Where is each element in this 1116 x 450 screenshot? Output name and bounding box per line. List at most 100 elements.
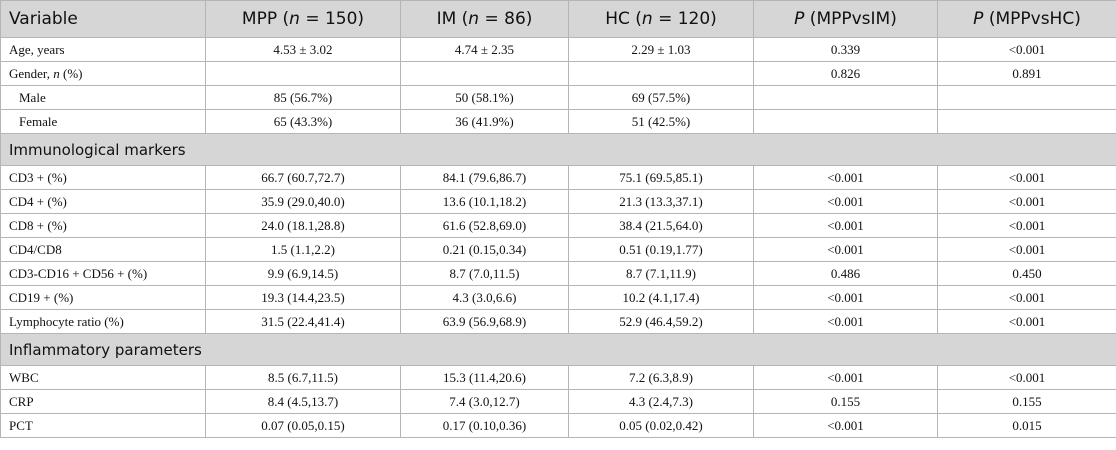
table-row: Gender, n (%) 0.826 0.891 (0, 61, 1116, 86)
header-cell: IM (n = 86) (400, 0, 569, 38)
table-cell: 38.4 (21.5,64.0) (568, 213, 754, 238)
table-cell (937, 109, 1116, 134)
table-cell (400, 61, 569, 86)
header-cell: P (MPPvsIM) (753, 0, 938, 38)
table-cell: <0.001 (753, 285, 938, 310)
table-cell: <0.001 (753, 189, 938, 214)
table-cell: Male (0, 85, 206, 110)
table-cell: 0.891 (937, 61, 1116, 86)
text-segment: n (468, 9, 480, 29)
table-cell: <0.001 (753, 237, 938, 262)
table-cell: Gender, n (%) (0, 61, 206, 86)
table-cell: <0.001 (937, 189, 1116, 214)
table-cell: 4.53 ± 3.02 (205, 37, 401, 62)
table-row: CD3-CD16 + CD56 + (%) 9.9 (6.9,14.5) 8.7 (… (0, 261, 1116, 286)
text-segment: MPP ( (241, 9, 290, 29)
text-segment: (%) (59, 65, 83, 81)
text-segment: n (641, 9, 653, 29)
table-cell: 21.3 (13.3,37.1) (568, 189, 754, 214)
section-label: Immunological markers (0, 133, 1116, 166)
table-cell: <0.001 (937, 365, 1116, 390)
table-cell: 35.9 (29.0,40.0) (205, 189, 401, 214)
table-cell: 0.826 (753, 61, 938, 86)
table-cell: 63.9 (56.9,68.9) (400, 309, 569, 334)
table-cell: CD8 + (%) (0, 213, 206, 238)
table-cell: 50 (58.1%) (400, 85, 569, 110)
table-cell (205, 61, 401, 86)
table-row: PCT 0.07 (0.05,0.15) 0.17 (0.10,0.36) 0.05 … (0, 413, 1116, 438)
table-cell: 0.450 (937, 261, 1116, 286)
section-row: Immunological markers (0, 133, 1116, 166)
table-row: CD4/CD8 1.5 (1.1,2.2) 0.21 (0.15,0.34) 0.51… (0, 237, 1116, 262)
table-cell: 36 (41.9%) (400, 109, 569, 134)
table-row: CD4 + (%) 35.9 (29.0,40.0) 13.6 (10.1,18.2… (0, 189, 1116, 214)
section-row: Inflammatory parameters (0, 333, 1116, 366)
table-cell: 2.29 ± 1.03 (568, 37, 754, 62)
table-cell (568, 61, 754, 86)
header-cell: Variable (0, 0, 206, 38)
table-cell: 0.015 (937, 413, 1116, 438)
table-row: Age, years 4.53 ± 3.02 4.74 ± 2.35 2.29 ± 1… (0, 37, 1116, 62)
table-cell: 0.05 (0.02,0.42) (568, 413, 754, 438)
table-cell: <0.001 (937, 237, 1116, 262)
table-cell: PCT (0, 413, 206, 438)
table-cell: 65 (43.3%) (205, 109, 401, 134)
table-cell: 85 (56.7%) (205, 85, 401, 110)
text-segment: n (289, 9, 300, 29)
table-cell: <0.001 (937, 165, 1116, 190)
table-cell: <0.001 (753, 413, 938, 438)
table-cell: 66.7 (60.7,72.7) (205, 165, 401, 190)
table-row: CRP 8.4 (4.5,13.7) 7.4 (3.0,12.7) 4.3 (2.4,… (0, 389, 1116, 414)
text-segment: = 150) (299, 9, 365, 29)
table-cell: 9.9 (6.9,14.5) (205, 261, 401, 286)
table-cell: 24.0 (18.1,28.8) (205, 213, 401, 238)
table-cell (753, 109, 938, 134)
table-cell: 4.3 (3.0,6.6) (400, 285, 569, 310)
table-cell: 0.21 (0.15,0.34) (400, 237, 569, 262)
table-cell: 0.486 (753, 261, 938, 286)
table-row: CD19 + (%) 19.3 (14.4,23.5) 4.3 (3.0,6.6) 1… (0, 285, 1116, 310)
text-segment: Gender, (9, 65, 54, 81)
table-cell: Lymphocyte ratio (%) (0, 309, 206, 334)
table-cell: WBC (0, 365, 206, 390)
table-cell: 75.1 (69.5,85.1) (568, 165, 754, 190)
text-segment: n (53, 65, 60, 81)
table-cell: 8.4 (4.5,13.7) (205, 389, 401, 414)
table-cell: 69 (57.5%) (568, 85, 754, 110)
table-row: Female 65 (43.3%) 36 (41.9%) 51 (42.5%) (0, 109, 1116, 134)
table-body: Age, years 4.53 ± 3.02 4.74 ± 2.35 2.29 ± 1… (0, 37, 1116, 438)
table-cell: 84.1 (79.6,86.7) (400, 165, 569, 190)
table-cell: 10.2 (4.1,17.4) (568, 285, 754, 310)
table-cell: 31.5 (22.4,41.4) (205, 309, 401, 334)
text-segment: IM ( (436, 9, 469, 29)
section-label: Inflammatory parameters (0, 333, 1116, 366)
table-cell: 0.17 (0.10,0.36) (400, 413, 569, 438)
table-cell: 19.3 (14.4,23.5) (205, 285, 401, 310)
text-segment: P (973, 9, 984, 29)
table-cell: <0.001 (753, 309, 938, 334)
table-cell: 51 (42.5%) (568, 109, 754, 134)
table-cell: 13.6 (10.1,18.2) (400, 189, 569, 214)
table-cell: CD19 + (%) (0, 285, 206, 310)
text-segment: (MPPvsIM) (804, 9, 897, 29)
table-cell: Female (0, 109, 206, 134)
text-segment: (MPPvsHC) (983, 9, 1081, 29)
table-cell: 4.3 (2.4,7.3) (568, 389, 754, 414)
table-row: CD8 + (%) 24.0 (18.1,28.8) 61.6 (52.8,69.0… (0, 213, 1116, 238)
table-cell: CD4 + (%) (0, 189, 206, 214)
table-cell: 0.339 (753, 37, 938, 62)
table-row: Lymphocyte ratio (%) 31.5 (22.4,41.4) 63.9… (0, 309, 1116, 334)
table-cell: 7.4 (3.0,12.7) (400, 389, 569, 414)
table-row: CD3 + (%) 66.7 (60.7,72.7) 84.1 (79.6,86.7… (0, 165, 1116, 190)
table-cell: 4.74 ± 2.35 (400, 37, 569, 62)
table-cell: CD3 + (%) (0, 165, 206, 190)
table-cell: 52.9 (46.4,59.2) (568, 309, 754, 334)
header-row: Variable MPP (n = 150) IM (n = 86) HC (n = … (0, 0, 1116, 38)
table-cell: <0.001 (937, 285, 1116, 310)
table-cell: 7.2 (6.3,8.9) (568, 365, 754, 390)
table-cell: <0.001 (937, 309, 1116, 334)
table-cell: CD3-CD16 + CD56 + (%) (0, 261, 206, 286)
table-cell: <0.001 (937, 213, 1116, 238)
table-cell: 0.07 (0.05,0.15) (205, 413, 401, 438)
table-cell: 15.3 (11.4,20.6) (400, 365, 569, 390)
